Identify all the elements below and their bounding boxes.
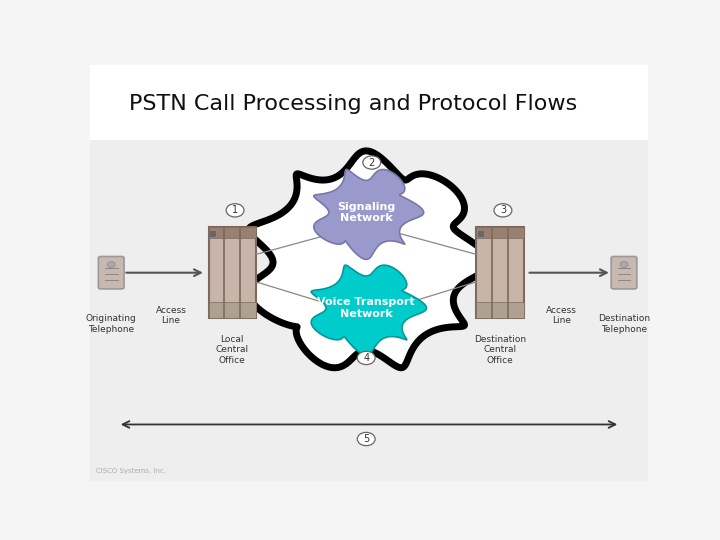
Bar [90, 65, 648, 140]
Text: Destination
Telephone: Destination Telephone [598, 314, 650, 334]
Bar [477, 227, 524, 238]
Bar [209, 302, 256, 319]
Text: 3: 3 [500, 205, 506, 215]
Circle shape [226, 204, 244, 217]
Text: 5: 5 [363, 434, 369, 444]
Polygon shape [311, 265, 426, 355]
Bar [209, 227, 256, 319]
Polygon shape [314, 170, 423, 259]
Bar [478, 231, 484, 237]
Bar [90, 140, 648, 481]
Text: Access
Line: Access Line [156, 306, 186, 326]
Bar [477, 227, 524, 319]
Text: 2: 2 [369, 158, 375, 167]
Text: Signaling
Network: Signaling Network [337, 201, 395, 223]
Circle shape [107, 262, 115, 267]
Bar [209, 227, 256, 238]
Text: Voice Transport
Network: Voice Transport Network [318, 297, 415, 319]
Circle shape [620, 262, 628, 267]
Bar [477, 302, 524, 319]
Bar [210, 231, 216, 237]
Text: 4: 4 [363, 353, 369, 363]
Text: CISCO Systems, Inc.: CISCO Systems, Inc. [96, 468, 166, 474]
FancyBboxPatch shape [99, 256, 124, 289]
Text: PSTN Call Processing and Protocol Flows: PSTN Call Processing and Protocol Flows [129, 94, 577, 114]
FancyBboxPatch shape [611, 256, 637, 289]
Text: Local
Central
Office: Local Central Office [216, 335, 249, 365]
Polygon shape [248, 151, 490, 368]
Text: Destination
Central
Office: Destination Central Office [474, 335, 526, 365]
Circle shape [363, 156, 381, 169]
Circle shape [357, 352, 375, 365]
Text: 1: 1 [232, 205, 238, 215]
Text: Access
Line: Access Line [546, 306, 577, 326]
Circle shape [494, 204, 512, 217]
Circle shape [357, 433, 375, 446]
Text: Originating
Telephone: Originating Telephone [86, 314, 137, 334]
